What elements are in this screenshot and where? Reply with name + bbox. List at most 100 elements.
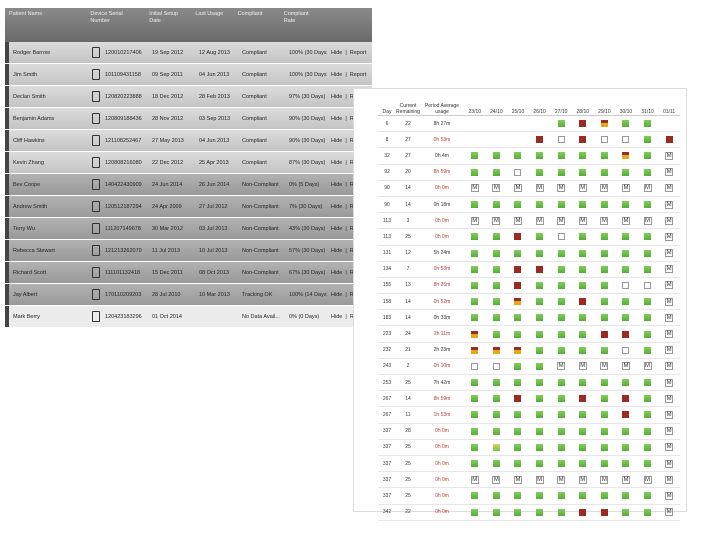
- status-square: [514, 492, 522, 500]
- average-usage: 0h 53m: [433, 266, 451, 273]
- missing-mark: M: [600, 216, 609, 225]
- day-cell: [594, 265, 616, 273]
- patient-row: Richard Scott 111101132418 15 Dec 2011 08 O…: [5, 262, 372, 283]
- hide-link[interactable]: Hide: [331, 181, 343, 188]
- day: 243: [382, 363, 392, 370]
- status-square: [622, 346, 630, 354]
- status-square: [600, 411, 608, 419]
- remaining: 14: [405, 395, 411, 402]
- day-cell: [572, 379, 594, 387]
- status-square: [579, 346, 587, 354]
- day-cell: [464, 492, 486, 500]
- missing-mark: M: [665, 410, 674, 419]
- report-link[interactable]: Report: [349, 71, 367, 78]
- day-cell: [507, 411, 529, 419]
- day: 337: [382, 428, 392, 435]
- hide-link[interactable]: Hide: [331, 93, 343, 100]
- remaining: 13: [405, 282, 411, 289]
- patient-row: Jim Smith 101109431158 09 Sep 2011 04 Jun 2…: [5, 64, 372, 85]
- status-square: [514, 152, 522, 160]
- hide-link[interactable]: Hide: [331, 203, 343, 210]
- status-square: [622, 427, 630, 435]
- day-cell: [507, 314, 529, 322]
- missing-mark: M: [621, 184, 630, 193]
- hide-link[interactable]: Hide: [331, 247, 343, 254]
- hide-link[interactable]: Hide: [331, 291, 343, 298]
- day-cell: [637, 395, 659, 403]
- report-link[interactable]: Report: [349, 49, 367, 56]
- status-square: [644, 427, 652, 435]
- day-cell: [529, 508, 551, 516]
- day-cell: M: [594, 475, 616, 484]
- status-square: [514, 460, 522, 468]
- status-bar: [5, 196, 9, 217]
- usage-row: 253 25 7h 42m M: [378, 375, 680, 392]
- status-bar: [5, 174, 9, 195]
- rate-cell: 87% (30 Days): [289, 159, 326, 166]
- serial-number: 111101132418: [105, 269, 141, 276]
- status-square: [471, 379, 479, 387]
- day-cell: [464, 330, 486, 338]
- missing-mark: M: [665, 378, 674, 387]
- day-cell: [529, 395, 551, 403]
- status-square: [644, 395, 652, 403]
- day-cell: [464, 379, 486, 387]
- status-square: [622, 265, 630, 273]
- day-cell: [594, 492, 616, 500]
- column-header: Last Usage: [195, 11, 224, 17]
- missing-mark: M: [665, 459, 674, 468]
- serial-number: 140422430909: [105, 181, 142, 188]
- setup-cell: 24 Apr 2009: [152, 203, 182, 210]
- name-cell: Jay Albert: [13, 291, 38, 298]
- day-cell: [572, 314, 594, 322]
- day: 90: [384, 201, 390, 208]
- status-square: [600, 314, 608, 322]
- day-cell: [550, 265, 572, 273]
- rate-cell: 100% (14 Days): [289, 291, 327, 298]
- separator: |: [345, 159, 347, 166]
- remaining: 14: [405, 185, 411, 192]
- last-cell: 25 Apr 2013: [199, 159, 229, 166]
- day-cell: [615, 427, 637, 435]
- missing-mark: M: [665, 281, 674, 290]
- status-square: [579, 201, 587, 209]
- status-square: [514, 395, 522, 403]
- status-square: [514, 265, 522, 273]
- hide-link[interactable]: Hide: [331, 313, 343, 320]
- usage-row: 337 25 0h 0m M: [378, 488, 680, 505]
- status-square: [536, 314, 544, 322]
- hide-link[interactable]: Hide: [331, 115, 343, 122]
- remaining: 14: [405, 298, 411, 305]
- day-cell: [594, 298, 616, 306]
- day-cell: [529, 460, 551, 468]
- status-square: [492, 265, 500, 273]
- date-header: 30/10: [619, 109, 633, 115]
- missing-mark: M: [600, 184, 609, 193]
- status-square: [579, 249, 587, 257]
- device-icon: [92, 311, 100, 322]
- usage-row: 232 21 2h 23m M: [378, 343, 680, 359]
- status-square: [492, 249, 500, 257]
- missing-mark: M: [665, 265, 674, 274]
- patient-row: Kevin Zhang 120808216080 22 Dec 2012 25 Apr…: [5, 152, 372, 173]
- status-square: [600, 152, 608, 160]
- hide-link[interactable]: Hide: [331, 225, 343, 232]
- hide-link[interactable]: Hide: [331, 137, 343, 144]
- day-cell: [572, 411, 594, 419]
- hide-link[interactable]: Hide: [331, 71, 343, 78]
- name-cell: Kevin Zhang: [13, 159, 44, 166]
- status-square: [600, 233, 608, 241]
- day-cell: [550, 233, 572, 241]
- hide-link[interactable]: Hide: [331, 269, 343, 276]
- hide-link[interactable]: Hide: [331, 49, 343, 56]
- day-cell: M: [507, 475, 529, 484]
- missing-mark: M: [470, 184, 479, 193]
- status-square: [471, 411, 479, 419]
- hide-link[interactable]: Hide: [331, 159, 343, 166]
- serial-cell: 170110209203: [88, 289, 148, 300]
- setup-cell: 22 Dec 2012: [152, 159, 184, 166]
- device-icon: [92, 223, 100, 234]
- missing-mark: M: [621, 475, 630, 484]
- status-square: [557, 249, 565, 257]
- setup-cell: 09 Sep 2011: [152, 71, 183, 78]
